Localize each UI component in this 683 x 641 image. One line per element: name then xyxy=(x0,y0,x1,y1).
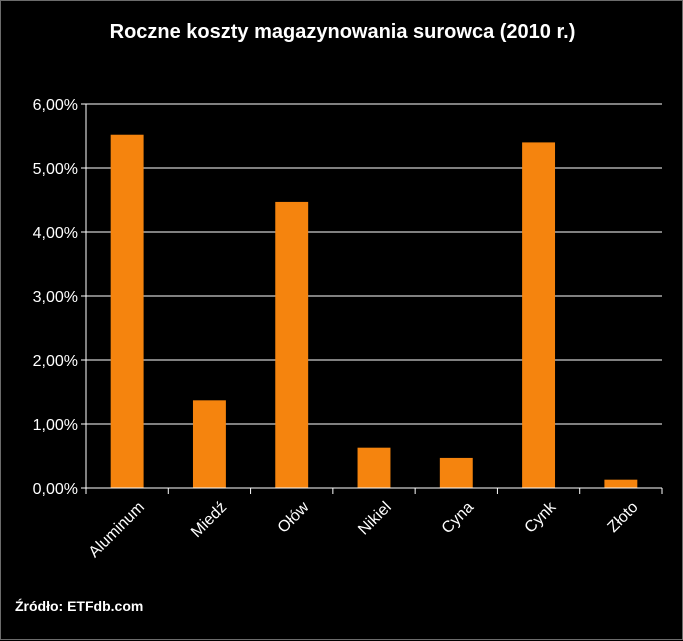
x-tick-label: Nikiel xyxy=(355,499,395,539)
bar xyxy=(439,457,473,488)
y-tick-label: 0,00% xyxy=(33,481,78,498)
bar xyxy=(604,479,638,488)
y-tick-label: 2,00% xyxy=(33,353,78,370)
bar xyxy=(110,134,144,488)
y-tick-label: 4,00% xyxy=(33,225,78,242)
x-tick-label: Miedź xyxy=(188,499,230,541)
x-tick-label: Ołów xyxy=(275,498,313,536)
y-tick-label: 1,00% xyxy=(33,417,78,434)
bar xyxy=(357,447,391,488)
x-tick-label: Aluminum xyxy=(86,499,148,561)
x-tick-label: Cynk xyxy=(522,498,561,537)
bar xyxy=(522,142,556,488)
bar xyxy=(275,201,309,489)
source-note: Źródło: ETFdb.com xyxy=(15,598,144,614)
y-tick-label: 6,00% xyxy=(33,97,78,114)
chart-title: Roczne koszty magazynowania surowca (201… xyxy=(109,21,576,43)
bar xyxy=(192,400,226,488)
x-tick-label: Cyna xyxy=(439,499,478,538)
x-tick-label: Złoto xyxy=(605,499,642,536)
y-tick-label: 3,00% xyxy=(33,289,78,306)
y-tick-label: 5,00% xyxy=(33,161,78,178)
